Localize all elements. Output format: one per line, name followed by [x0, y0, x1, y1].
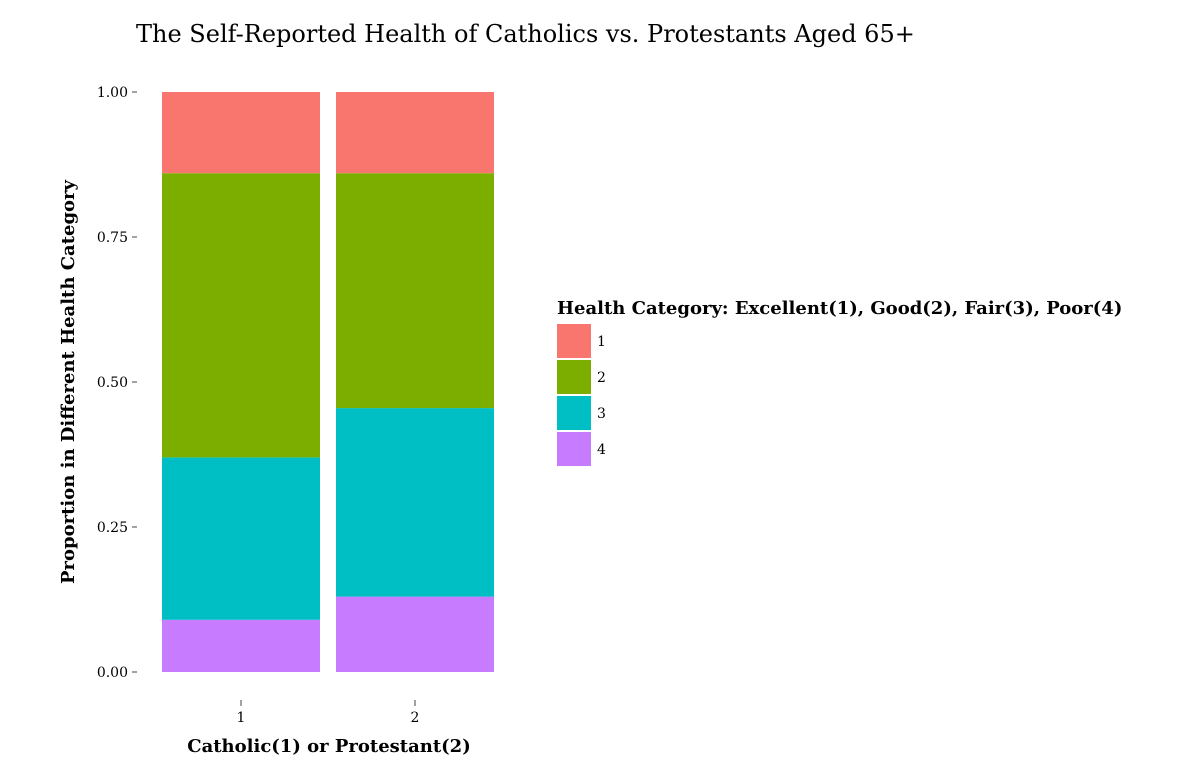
x-tick-label: 2 — [411, 710, 420, 726]
legend-key-4 — [557, 432, 591, 466]
bar-segment-1-2 — [162, 173, 320, 458]
x-tick-label: 1 — [237, 710, 246, 726]
legend-label: 2 — [597, 370, 606, 386]
bar-segment-2-1 — [336, 92, 494, 174]
legend-label: 1 — [597, 334, 606, 350]
legend-title: Health Category: Excellent(1), Good(2), … — [557, 298, 1122, 319]
legend-key-1 — [557, 324, 591, 358]
legend-label: 4 — [597, 442, 606, 458]
y-tick-label: 0.50 — [97, 375, 128, 391]
y-tick-label: 0.00 — [97, 665, 128, 681]
legend-key-3 — [557, 396, 591, 430]
y-tick-label: 1.00 — [97, 85, 128, 101]
y-tick-label: 0.25 — [97, 520, 128, 536]
y-axis: 0.00 0.25 0.50 0.75 1.00 — [97, 85, 137, 681]
bar-segment-1-1 — [162, 92, 320, 174]
bar-segment-1-4 — [162, 619, 320, 672]
chart-title: The Self-Reported Health of Catholics vs… — [136, 20, 915, 48]
bar-segment-2-4 — [336, 596, 494, 672]
legend-key-2 — [557, 360, 591, 394]
legend-label: 3 — [597, 406, 606, 422]
bar-layer — [162, 92, 494, 672]
bar-segment-2-3 — [336, 408, 494, 597]
bar-segment-2-2 — [336, 173, 494, 409]
x-axis-title: Catholic(1) or Protestant(2) — [187, 736, 470, 757]
y-tick-label: 0.75 — [97, 230, 128, 246]
legend: Health Category: Excellent(1), Good(2), … — [557, 298, 1122, 466]
bar-segment-1-3 — [162, 457, 320, 620]
y-axis-title: Proportion in Different Health Category — [58, 179, 79, 584]
